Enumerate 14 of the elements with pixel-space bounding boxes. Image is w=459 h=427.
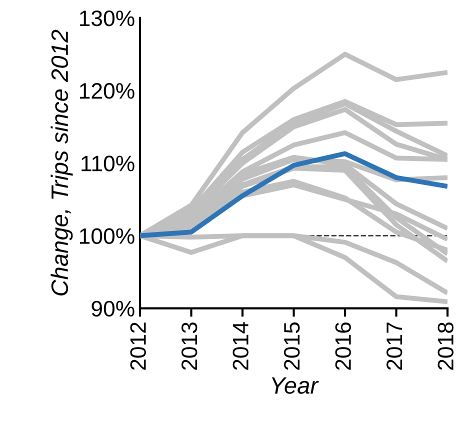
y-tick-label: 100% xyxy=(80,228,134,244)
x-tick-label: 2016 xyxy=(335,322,351,370)
x-tick-label: 2014 xyxy=(232,322,248,370)
y-tick-label: 120% xyxy=(80,83,134,99)
x-tick-label: 2017 xyxy=(386,322,402,370)
y-tick-label: 130% xyxy=(80,10,134,26)
y-tick-label: 110% xyxy=(82,156,134,172)
y-axis-title: Change, Trips since 2012 xyxy=(50,30,73,296)
x-tick-label: 2013 xyxy=(181,322,198,370)
x-tick-label: 2018 xyxy=(438,322,454,370)
y-tick-label: 90% xyxy=(92,300,134,317)
x-tick-label: 2012 xyxy=(130,322,146,370)
x-tick-label: 2015 xyxy=(284,322,300,370)
x-axis-title: Year xyxy=(272,377,319,394)
